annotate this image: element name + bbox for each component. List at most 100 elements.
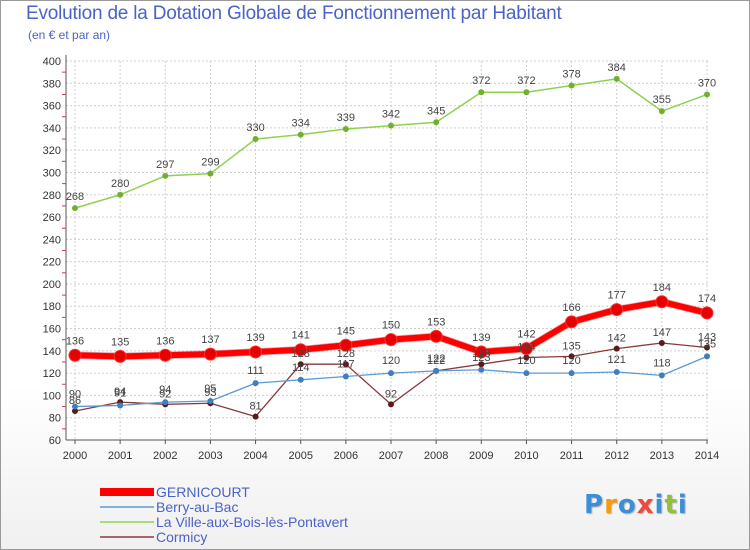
data-label: 135	[111, 336, 129, 348]
x-tick-label: 2002	[153, 450, 177, 462]
y-tick-label: 80	[49, 413, 61, 425]
data-point	[613, 345, 620, 352]
x-tick-label: 2004	[243, 450, 267, 462]
data-point	[700, 306, 714, 320]
data-label: 280	[111, 178, 129, 190]
data-point	[523, 89, 530, 96]
y-tick-label: 400	[43, 56, 61, 68]
data-point	[294, 343, 308, 357]
data-point	[565, 315, 579, 329]
data-point	[384, 333, 398, 347]
x-tick-label: 2014	[695, 450, 719, 462]
data-point	[72, 403, 78, 410]
data-label: 166	[562, 302, 580, 314]
data-point	[523, 354, 530, 361]
data-point	[613, 369, 620, 376]
x-tick-label: 2005	[288, 450, 312, 462]
data-point	[342, 125, 349, 132]
data-label: 120	[517, 355, 535, 367]
data-point	[568, 82, 575, 89]
data-label: 136	[156, 335, 174, 347]
data-point	[339, 338, 353, 352]
data-label: 150	[382, 320, 400, 332]
logo-letter: t	[664, 490, 678, 520]
data-point	[252, 136, 259, 143]
y-tick-label: 160	[43, 324, 61, 336]
data-label: 95	[204, 383, 216, 395]
data-label: 342	[382, 109, 400, 121]
legend-label-cormicy: Cormicy	[156, 529, 208, 545]
data-label: 94	[114, 386, 126, 398]
data-label: 345	[427, 105, 445, 117]
data-point	[388, 370, 394, 377]
data-point	[658, 372, 665, 379]
data-point	[162, 399, 169, 406]
y-tick-label: 60	[49, 435, 61, 447]
data-point	[162, 172, 169, 179]
data-point	[72, 205, 78, 212]
legend-label-berry-au-bac: Berry-au-Bac	[156, 499, 239, 515]
data-label: 81	[249, 401, 261, 413]
data-label: 122	[427, 353, 445, 365]
data-label: 372	[517, 75, 535, 87]
data-label: 299	[201, 157, 219, 169]
data-point	[704, 344, 710, 351]
data-label: 128	[472, 348, 490, 360]
data-label: 145	[337, 325, 355, 337]
chart-title: Evolution de la Dotation Globale de Fonc…	[26, 3, 562, 24]
data-point	[658, 108, 665, 115]
x-tick-label: 2011	[560, 450, 584, 462]
data-point	[72, 408, 78, 415]
data-label: 118	[653, 357, 671, 369]
data-point	[297, 376, 304, 383]
data-label: 378	[562, 69, 580, 81]
logo-letter: x	[636, 490, 655, 520]
data-label: 122	[427, 355, 445, 367]
data-label: 86	[69, 395, 81, 407]
data-point	[249, 345, 263, 359]
data-point	[523, 370, 530, 377]
data-label: 123	[472, 352, 490, 364]
x-tick-label: 2010	[514, 450, 538, 462]
data-label: 139	[246, 332, 264, 344]
data-point	[297, 131, 304, 138]
data-point	[68, 348, 82, 362]
data-label: 137	[201, 334, 219, 346]
data-label: 355	[653, 94, 671, 106]
logo-letter: o	[617, 490, 637, 520]
data-label: 153	[427, 316, 445, 328]
data-label: 120	[562, 355, 580, 367]
data-point	[388, 401, 394, 408]
data-point	[568, 370, 575, 377]
y-tick-label: 280	[43, 190, 61, 202]
data-label: 114	[292, 362, 310, 374]
logo-letter: P	[584, 490, 605, 520]
data-label: 134	[517, 342, 535, 354]
data-label: 147	[653, 327, 671, 339]
y-tick-label: 260	[43, 212, 61, 224]
data-label: 135	[562, 340, 580, 352]
legend-label-gernicourt: GERNICOURT	[156, 484, 250, 500]
data-point	[207, 397, 214, 404]
x-tick-label: 2006	[334, 450, 358, 462]
x-tick-label: 2013	[650, 450, 674, 462]
chart-subtitle: (en € et par an)	[28, 28, 111, 42]
data-point	[478, 89, 485, 96]
x-tick-label: 2001	[108, 450, 132, 462]
data-label: 184	[653, 282, 671, 294]
data-label: 90	[69, 389, 81, 401]
data-label: 128	[292, 348, 310, 360]
data-label: 143	[698, 331, 716, 343]
logo-letter: i	[654, 490, 665, 520]
data-label: 370	[698, 77, 716, 89]
data-point	[478, 366, 485, 373]
data-point	[297, 361, 304, 368]
x-tick-label: 2007	[379, 450, 403, 462]
data-label: 330	[246, 122, 264, 134]
data-label: 92	[159, 388, 171, 400]
data-point	[478, 361, 485, 368]
data-label: 339	[337, 112, 355, 124]
data-point	[433, 367, 440, 374]
y-tick-label: 120	[43, 368, 61, 380]
